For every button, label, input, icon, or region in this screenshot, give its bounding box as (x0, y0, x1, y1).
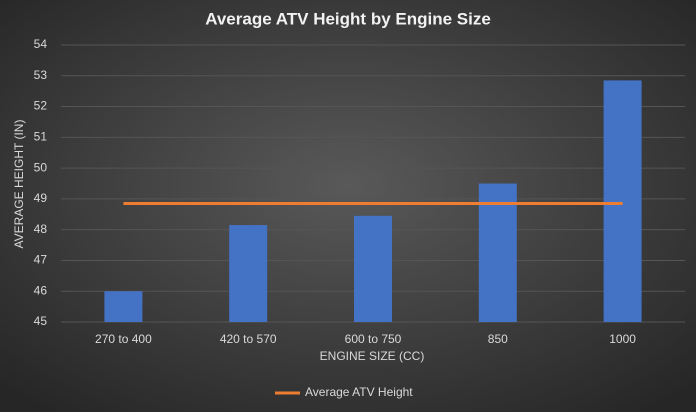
y-tick-label: 51 (34, 130, 48, 144)
bar (104, 291, 143, 322)
y-tick-label: 45 (34, 314, 48, 328)
bar (229, 225, 268, 322)
y-tick-label: 46 (34, 283, 48, 297)
y-tick-label: 53 (34, 68, 48, 82)
legend-label: Average ATV Height (305, 385, 413, 399)
x-tick-label: 600 to 750 (345, 332, 402, 346)
x-tick-label: 270 to 400 (95, 332, 152, 346)
y-tick-label: 52 (34, 99, 48, 113)
y-tick-label: 54 (34, 37, 48, 51)
y-axis-title: AVERAGE HEIGHT (IN) (12, 120, 26, 249)
bar (603, 80, 642, 323)
x-axis-title: ENGINE SIZE (CC) (320, 349, 425, 363)
bar (478, 183, 517, 322)
x-tick-label: 420 to 570 (220, 332, 277, 346)
x-tick-label: 850 (488, 332, 508, 346)
x-tick-label: 1000 (609, 332, 636, 346)
y-tick-label: 48 (34, 222, 48, 236)
bar (354, 215, 392, 322)
y-tick-label: 47 (34, 253, 48, 267)
y-tick-label: 50 (34, 160, 48, 174)
chart-title: Average ATV Height by Engine Size (205, 9, 491, 28)
y-tick-label: 49 (34, 191, 48, 205)
